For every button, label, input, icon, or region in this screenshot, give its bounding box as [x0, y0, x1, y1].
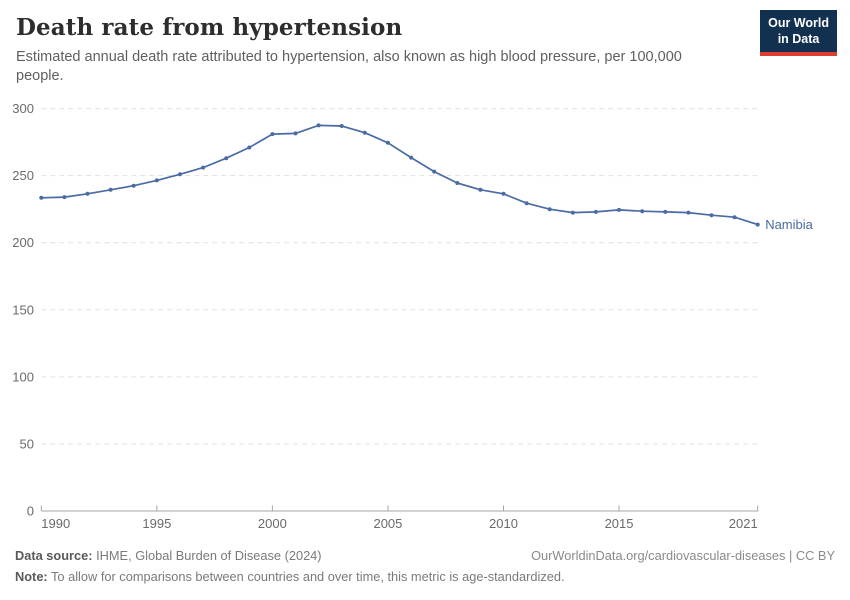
- data-source-text: Data source: IHME, Global Burden of Dise…: [15, 547, 322, 564]
- note-label: Note:: [15, 569, 48, 585]
- data-point-namibia-2016[interactable]: [640, 209, 645, 214]
- chart-header: Death rate from hypertension Estimated a…: [16, 14, 836, 87]
- data-point-namibia-2005[interactable]: [385, 140, 390, 145]
- data-line-namibia[interactable]: [40, 124, 759, 226]
- y-tick-label-0: 0: [27, 504, 34, 519]
- data-point-namibia-2010[interactable]: [501, 191, 506, 196]
- data-point-namibia-2017[interactable]: [663, 209, 668, 214]
- entity-label-namibia[interactable]: Namibia: [765, 217, 813, 232]
- data-point-namibia-2002[interactable]: [316, 123, 321, 128]
- data-point-namibia-2000[interactable]: [270, 132, 275, 137]
- y-tick-label-100: 100: [12, 369, 34, 384]
- x-tick-label-2000: 2000: [258, 516, 287, 531]
- note-text: Note: To allow for comparisons between c…: [15, 568, 835, 585]
- data-point-namibia-2011[interactable]: [524, 201, 529, 206]
- data-point-namibia-1990[interactable]: [39, 195, 44, 200]
- data-point-namibia-2007[interactable]: [432, 169, 437, 174]
- data-point-namibia-2018[interactable]: [686, 210, 691, 215]
- data-source-label: Data source:: [15, 548, 93, 563]
- data-point-namibia-1991[interactable]: [62, 195, 67, 200]
- data-point-namibia-1993[interactable]: [108, 187, 113, 192]
- x-tick-label-2021: 2021: [729, 516, 758, 531]
- data-point-namibia-2004[interactable]: [362, 130, 367, 135]
- data-point-namibia-2001[interactable]: [293, 131, 298, 136]
- data-point-namibia-1999[interactable]: [247, 145, 252, 150]
- data-point-namibia-1992[interactable]: [85, 191, 90, 196]
- x-tick-label-1990: 1990: [41, 516, 70, 531]
- data-point-namibia-1998[interactable]: [224, 156, 229, 161]
- data-point-namibia-2003[interactable]: [339, 124, 344, 128]
- note-value: To allow for comparisons between countri…: [47, 569, 565, 585]
- y-tick-label-300: 300: [12, 101, 34, 116]
- data-point-namibia-2019[interactable]: [709, 213, 714, 218]
- x-tick-label-2015: 2015: [605, 516, 634, 531]
- y-tick-label-250: 250: [12, 168, 34, 183]
- data-point-namibia-1996[interactable]: [178, 172, 182, 177]
- data-point-namibia-1994[interactable]: [131, 183, 136, 188]
- data-point-namibia-2014[interactable]: [593, 209, 598, 214]
- owid-logo[interactable]: Our World in Data: [760, 10, 837, 56]
- owid-logo-line2: in Data: [777, 32, 820, 47]
- y-tick-label-200: 200: [12, 235, 34, 250]
- data-source-value: IHME, Global Burden of Disease (2024): [92, 548, 322, 563]
- y-tick-label-150: 150: [12, 302, 34, 317]
- data-point-namibia-2013[interactable]: [570, 210, 575, 215]
- x-tick-label-2005: 2005: [373, 516, 402, 531]
- chart-title: Death rate from hypertension: [16, 14, 403, 41]
- owid-url-link[interactable]: OurWorldinData.org/cardiovascular-diseas…: [531, 548, 835, 563]
- data-point-namibia-2015[interactable]: [617, 207, 621, 212]
- data-point-namibia-2020[interactable]: [732, 215, 737, 220]
- data-point-namibia-2009[interactable]: [478, 187, 483, 192]
- data-point-namibia-2012[interactable]: [547, 207, 552, 212]
- owid-logo-line1: Our World: [768, 16, 829, 30]
- chart-footer: Data source: IHME, Global Burden of Dise…: [15, 547, 835, 586]
- data-point-namibia-1995[interactable]: [154, 178, 159, 183]
- data-point-namibia-2021[interactable]: [755, 222, 760, 227]
- data-point-namibia-1997[interactable]: [201, 165, 206, 170]
- chart-subtitle: Estimated annual death rate attributed t…: [16, 49, 682, 85]
- data-point-namibia-2008[interactable]: [455, 181, 460, 185]
- y-tick-label-50: 50: [20, 436, 34, 451]
- data-point-namibia-2006[interactable]: [409, 155, 414, 160]
- x-tick-label-1995: 1995: [142, 516, 171, 531]
- x-tick-label-2010: 2010: [489, 516, 518, 531]
